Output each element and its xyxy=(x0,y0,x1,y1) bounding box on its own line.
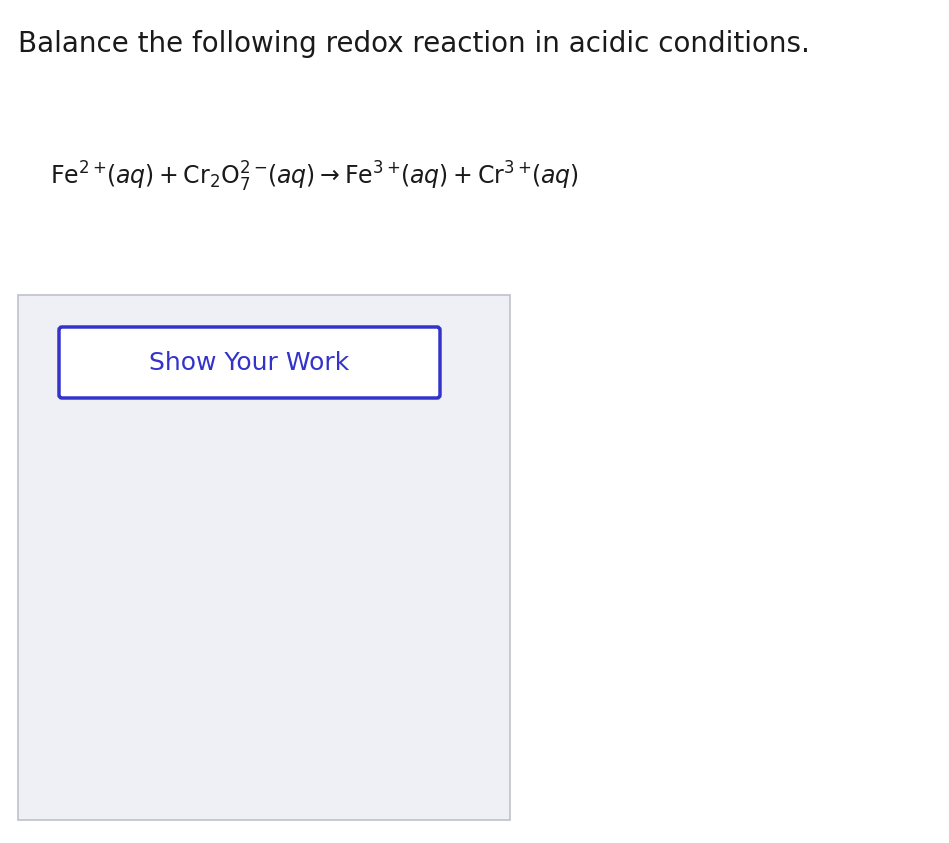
Text: $\mathrm{Fe}^{2+}\!(aq) + \mathrm{Cr_2O_7^{2-}}\!(aq) \rightarrow \mathrm{Fe}^{3: $\mathrm{Fe}^{2+}\!(aq) + \mathrm{Cr_2O_… xyxy=(50,160,579,194)
FancyBboxPatch shape xyxy=(18,295,510,820)
Text: Show Your Work: Show Your Work xyxy=(149,351,349,374)
Text: Balance the following redox reaction in acidic conditions.: Balance the following redox reaction in … xyxy=(18,30,809,58)
FancyBboxPatch shape xyxy=(59,327,440,398)
